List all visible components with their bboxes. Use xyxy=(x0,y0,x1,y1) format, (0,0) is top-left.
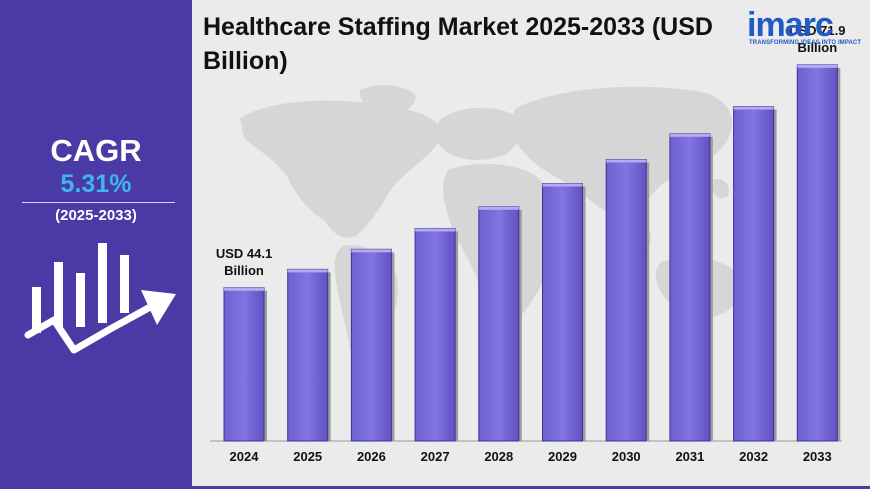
cagr-period: (2025-2033) xyxy=(55,207,137,224)
cagr-divider xyxy=(22,202,175,203)
tick-label-2031: 2031 xyxy=(675,449,704,464)
bar-top-highlight xyxy=(287,269,328,273)
bar-2032 xyxy=(733,106,775,442)
tick-label-2026: 2026 xyxy=(357,449,386,464)
imarc-logo: imarc TRANSFORMING IDEAS INTO IMPACT xyxy=(747,6,867,50)
annotation-first-bar: USD 44.1 Billion xyxy=(199,245,289,279)
tick-label-2027: 2027 xyxy=(421,449,450,464)
cagr-value: 5.31% xyxy=(60,170,132,198)
bar-top-highlight xyxy=(733,106,774,110)
bar-2027 xyxy=(414,227,456,442)
bar-chart: 2024 2025 2026 2027 2028 2029 2030 2031 2032 2033 xyxy=(210,64,842,464)
bar-2029 xyxy=(542,183,583,442)
bar-top-highlight xyxy=(415,228,456,232)
bar-2024 xyxy=(223,287,265,442)
bar-2033 xyxy=(796,64,838,442)
annotation-last-line2: Billion xyxy=(797,39,838,55)
tick-label-2029: 2029 xyxy=(548,449,577,464)
tick-label-2025: 2025 xyxy=(293,449,322,464)
annotation-first-line2: Billion xyxy=(224,262,264,278)
chart-title: Healthcare Staffing Market 2025-2033 (US… xyxy=(203,13,713,75)
main-area: 2024 2025 2026 2027 2028 2029 2030 2031 2032 2033… xyxy=(192,0,870,489)
bar-2030 xyxy=(605,158,647,442)
bar-top-highlight xyxy=(797,64,838,68)
bar-top-highlight xyxy=(351,249,392,253)
tick-label-2033: 2033 xyxy=(803,449,832,464)
bar-top-highlight xyxy=(669,133,710,137)
annotation-first-line1: USD 44.1 xyxy=(215,245,273,261)
bar-2025 xyxy=(287,268,329,442)
bar-top-highlight xyxy=(606,159,647,163)
logo-tagline: TRANSFORMING IDEAS INTO IMPACT xyxy=(749,40,862,46)
bar-2031 xyxy=(669,133,711,442)
bar-top-highlight xyxy=(224,287,264,291)
bar-2026 xyxy=(350,248,392,442)
cagr-title: CAGR xyxy=(50,133,142,168)
bottom-accent-line xyxy=(0,486,870,489)
annotation-last-bar: USD 71.9 Billion xyxy=(772,22,862,56)
tick-label-2030: 2030 xyxy=(612,449,641,464)
bars-group xyxy=(223,64,841,442)
bar-top-highlight xyxy=(542,183,583,187)
cagr-sidebar: CAGR 5.31% (2025-2033) xyxy=(0,0,192,489)
growth-chart-icon xyxy=(24,243,176,354)
annotation-last-line1: USD 71.9 xyxy=(789,22,846,38)
bar-top-highlight xyxy=(478,206,519,210)
tick-label-2024: 2024 xyxy=(230,449,260,464)
logo-wordmark: imarc xyxy=(747,6,834,44)
tick-labels-group: 2024 2025 2026 2027 2028 2029 2030 2031 2032 2033 xyxy=(230,449,832,464)
tick-label-2028: 2028 xyxy=(484,449,513,464)
tick-label-2032: 2032 xyxy=(739,449,768,464)
bar-2028 xyxy=(478,206,520,442)
